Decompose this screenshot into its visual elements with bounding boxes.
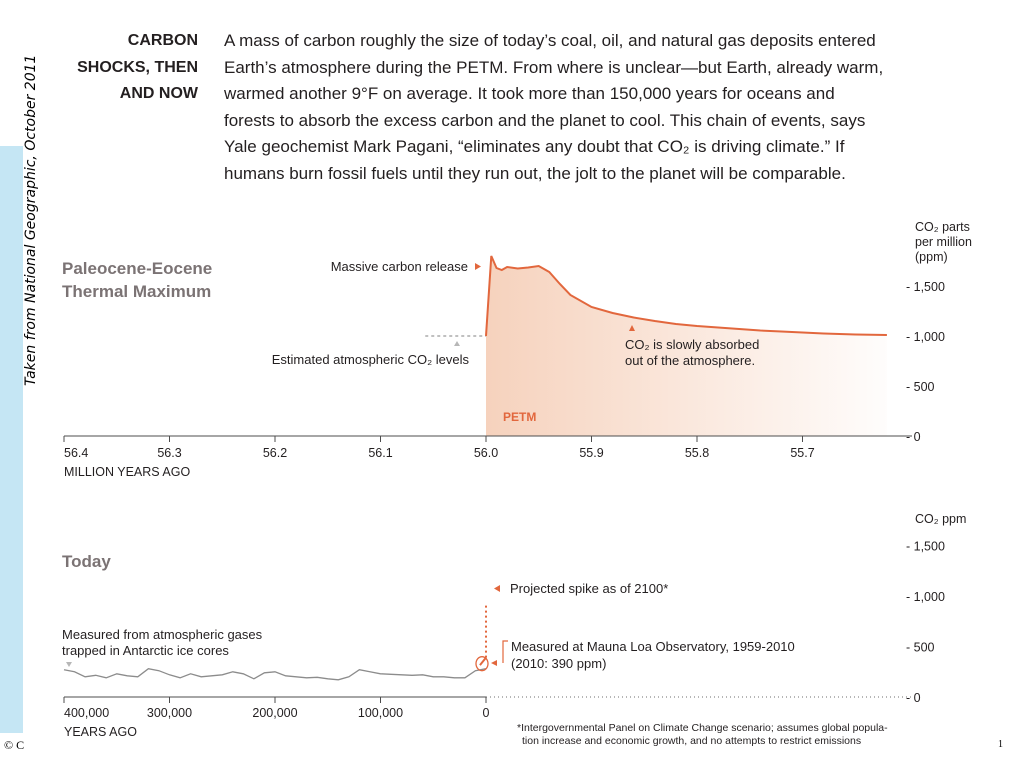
x-tick-label: 56.0 [474,446,498,460]
page-number: 1 [998,739,1003,750]
petm-shaded-area [486,256,887,436]
mauna-loa-series-line [479,656,487,666]
y-axis-unit-label: (ppm) [915,250,948,264]
intro-line: warmed another 9°F on average. It took m… [224,84,835,103]
petm-co2-series-line [485,255,887,337]
section-title: Today [62,552,111,571]
figure-title-line: CARBON [127,32,198,49]
annotation-ice-cores: trapped in Antarctic ice cores [62,643,229,658]
annotation-mauna-loa: Measured at Mauna Loa Observatory, 1959-… [511,639,795,654]
y-tick-label: - 0 [906,430,921,444]
intro-line: A mass of carbon roughly the size of tod… [224,31,876,50]
figure-title-line: SHOCKS, THEN [77,58,198,76]
y-tick-label: - 1,500 [906,280,945,294]
x-tick-label: 55.8 [685,446,709,460]
x-tick-label: 55.7 [790,446,814,460]
mauna-loa-bracket [502,640,508,663]
intro-paragraph: A mass of carbon roughly the size of tod… [224,28,984,187]
x-tick-label: 55.9 [579,446,603,460]
section-title: Thermal Maximum [62,282,211,301]
x-tick-label: 56.2 [263,446,287,460]
x-axis-label: YEARS AGO [64,725,137,739]
annotation-mauna-loa: (2010: 390 ppm) [511,656,606,671]
figure-title-line: AND NOW [119,85,198,102]
annotation-absorbed: CO₂ is slowly absorbed [625,337,759,352]
footnote: tion increase and economic growth, and n… [522,735,861,747]
annotation-estimated: Estimated atmospheric CO₂ levels [272,352,470,367]
y-axis-unit-label: CO₂ parts [915,220,970,234]
today-chart: - 0 - 500 - 1,000 - 1,500 CO₂ ppm 400,000 300,… [62,512,966,747]
mauna-loa-highlight-circle [475,656,489,672]
sidebar-strip [0,146,23,733]
x-tick-label: 56.4 [64,446,88,460]
annotation-ice-cores: Measured from atmospheric gases [62,627,263,642]
x-tick-label: 300,000 [147,706,192,720]
footnote: *Intergovernmental Panel on Climate Chan… [517,722,888,734]
y-axis-unit-label: CO₂ ppm [915,512,966,526]
y-tick-label: - 1,000 [906,590,945,604]
y-axis-unit-label: per million [915,235,972,249]
release-arrow [475,263,481,270]
copyright-text: © C [4,738,25,752]
intro-line: forests to absorb the excess carbon and … [224,110,866,130]
y-tick-label: - 500 [906,641,935,655]
x-tick-label: 0 [483,706,490,720]
x-tick-label: 100,000 [358,706,403,720]
intro-line: Yale geochemist Mark Pagani, “eliminates… [224,137,845,156]
estimated-marker [454,341,460,346]
intro-line: humans burn fossil fuels until they run … [224,163,846,183]
x-tick-label: 56.3 [157,446,181,460]
x-tick-label: 400,000 [64,706,109,720]
projected-arrow [494,585,500,592]
x-axis-label: MILLION YEARS AGO [64,465,190,479]
x-tick-label: 200,000 [252,706,297,720]
intro-line: Earth’s atmosphere during the PETM. From… [224,57,884,77]
section-title: Paleocene-Eocene [62,259,212,278]
annotation-release: Massive carbon release [331,259,468,274]
absorbed-marker [629,325,635,331]
ice-core-series-line [63,668,487,681]
mauna-loa-arrow [491,660,497,666]
figure-title: CARBON SHOCKS, THEN AND NOW [52,28,198,108]
y-tick-label: - 1,000 [906,330,945,344]
y-tick-label: - 0 [906,691,921,705]
y-tick-label: - 500 [906,380,935,394]
petm-region-label: PETM [503,410,536,424]
annotation-projected: Projected spike as of 2100* [510,581,668,596]
ice-core-marker [66,662,72,667]
x-tick-label: 56.1 [368,446,392,460]
annotation-absorbed: out of the atmosphere. [625,353,755,368]
y-tick-label: - 1,500 [906,540,945,554]
